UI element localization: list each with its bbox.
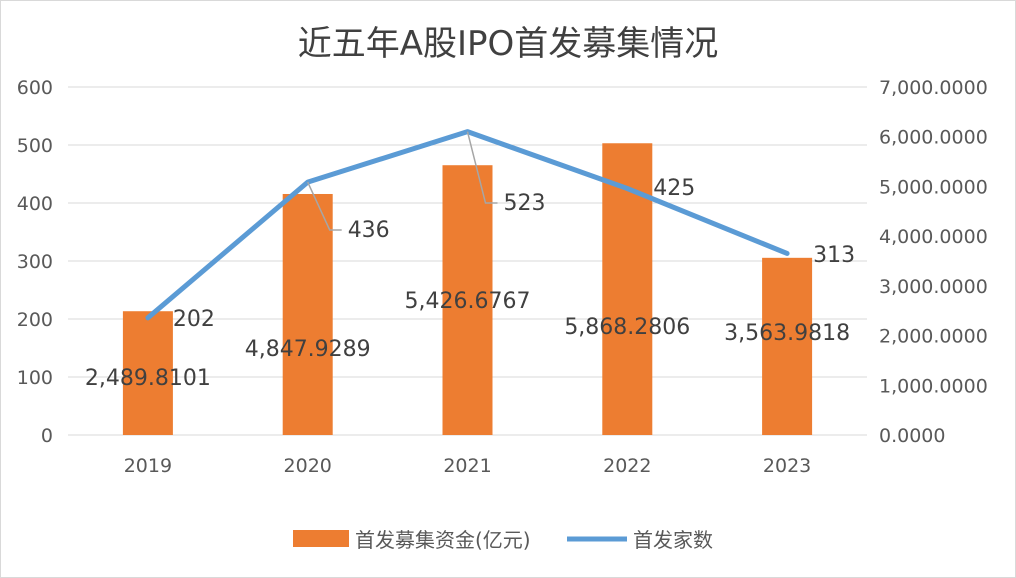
right-tick-label: 0.0000 xyxy=(879,425,945,447)
x-axis: 2019 2020 2021 2022 2023 xyxy=(124,455,812,477)
legend-bar-label: 首发募集资金(亿元) xyxy=(355,528,531,552)
x-tick-label: 2023 xyxy=(763,455,811,477)
bar-series xyxy=(122,143,813,435)
x-tick-label: 2021 xyxy=(443,455,491,477)
right-tick-label: 6,000.0000 xyxy=(879,127,988,149)
bar xyxy=(602,143,653,435)
left-tick-label: 400 xyxy=(17,193,53,215)
leader-line xyxy=(307,181,342,231)
left-tick-label: 600 xyxy=(17,77,53,99)
line-value-label: 202 xyxy=(173,307,215,332)
data-labels: 2,489.8101 4,847.9289 5,426.6767 5,868.2806… xyxy=(85,176,855,391)
line-value-label: 425 xyxy=(653,176,695,201)
left-tick-label: 200 xyxy=(17,309,53,331)
bar-value-label: 4,847.9289 xyxy=(245,337,371,362)
line-value-label: 523 xyxy=(504,191,546,216)
right-tick-label: 3,000.0000 xyxy=(879,276,988,298)
x-tick-label: 2019 xyxy=(124,455,172,477)
bar xyxy=(122,311,173,435)
legend-bar-swatch xyxy=(293,530,349,547)
leader-line xyxy=(466,131,498,204)
bar xyxy=(762,257,813,435)
legend-line-label: 首发家数 xyxy=(633,528,713,552)
bar-value-label: 3,563.9818 xyxy=(724,321,850,346)
left-tick-label: 500 xyxy=(17,135,53,157)
legend: 首发募集资金(亿元) 首发家数 xyxy=(293,528,713,552)
chart-title: 近五年A股IPO首发募集情况 xyxy=(298,24,719,64)
x-tick-label: 2020 xyxy=(284,455,332,477)
bar xyxy=(442,165,493,435)
right-tick-label: 1,000.0000 xyxy=(879,375,988,397)
x-tick-label: 2022 xyxy=(603,455,651,477)
right-tick-label: 2,000.0000 xyxy=(879,326,988,348)
bar xyxy=(282,193,333,435)
left-tick-label: 100 xyxy=(17,367,53,389)
right-tick-label: 4,000.0000 xyxy=(879,226,988,248)
right-tick-label: 7,000.0000 xyxy=(879,77,988,99)
bar-value-label: 5,868.2806 xyxy=(564,315,690,340)
right-tick-label: 5,000.0000 xyxy=(879,176,988,198)
bar-value-label: 2,489.8101 xyxy=(85,366,211,391)
left-tick-label: 0 xyxy=(41,425,53,447)
left-tick-label: 300 xyxy=(17,251,53,273)
line-value-label: 436 xyxy=(348,218,390,243)
line-value-label: 313 xyxy=(813,243,855,268)
left-axis: 0 100 200 300 400 500 600 xyxy=(17,77,53,447)
leader-lines xyxy=(307,131,498,231)
bar-value-label: 5,426.6767 xyxy=(405,289,531,314)
right-axis: 0.0000 1,000.0000 2,000.0000 3,000.0000 4,00… xyxy=(879,77,988,447)
